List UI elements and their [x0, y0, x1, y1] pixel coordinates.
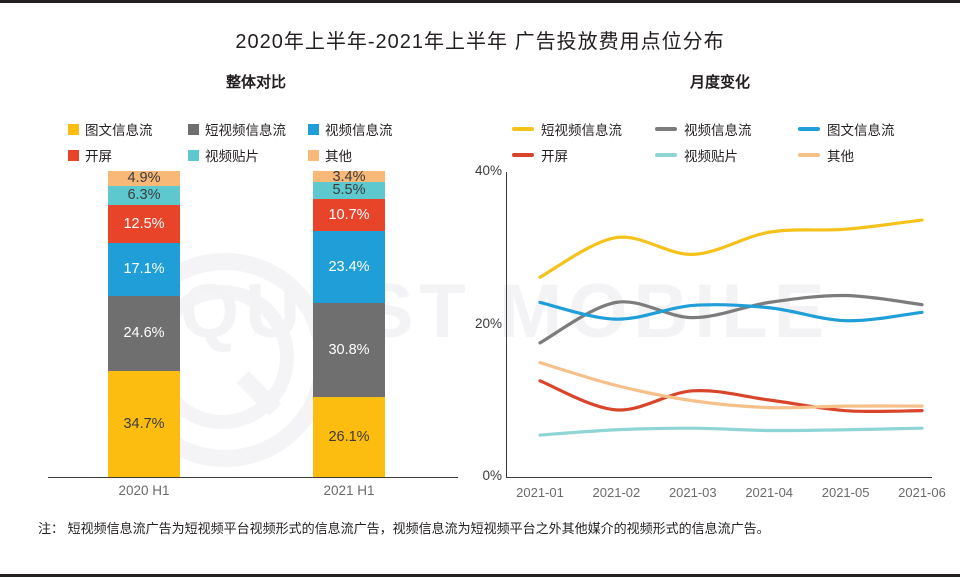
- stacked-bar-2021h1[interactable]: 3.4% 5.5% 10.7% 23.4% 30.8% 26.1%: [313, 169, 385, 477]
- bar-segment-value: 24.6%: [123, 325, 165, 342]
- line-chart-plot: [538, 218, 924, 437]
- legend-swatch-icon: [68, 123, 79, 135]
- left-chart-subtitle: 整体对比: [225, 74, 286, 91]
- bar-segment-value: 30.8%: [328, 342, 370, 359]
- x-axis-tick-label: 2021-03: [668, 485, 717, 500]
- bar-segment[interactable]: 26.1%: [313, 397, 385, 477]
- legend-item-left-2[interactable]: 视频信息流: [308, 119, 428, 139]
- legend-label: 短视频信息流: [205, 123, 286, 138]
- page-title: 2020年上半年-2021年上半年 广告投放费用点位分布: [235, 31, 725, 53]
- legend-label: 视频贴片: [205, 149, 259, 164]
- footnote: 注： 短视频信息流广告为短视频平台视频形式的信息流广告，视频信息流为短视频平台之…: [38, 521, 770, 536]
- bar-segment-value: 34.7%: [123, 415, 165, 432]
- bar-segment[interactable]: 30.8%: [313, 302, 385, 398]
- legend-line-swatch-icon: [512, 127, 534, 131]
- line-series[interactable]: [538, 361, 924, 410]
- y-axis-tick-label: 40%: [474, 163, 502, 178]
- bar-segment[interactable]: 5.5%: [313, 181, 385, 199]
- x-axis-tick-label: 2021-02: [592, 485, 641, 500]
- stacked-bar-chart: 4.9% 6.3% 12.5% 17.1% 24.6% 34.7% 3.4% 5.5% 10.…: [48, 169, 458, 498]
- bar-segment-value: 6.3%: [127, 187, 161, 204]
- legend-label: 图文信息流: [85, 123, 153, 138]
- legend-label: 短视频信息流: [541, 123, 622, 138]
- bar-segment[interactable]: 6.3%: [108, 185, 180, 205]
- bar-segment-value: 23.4%: [328, 259, 370, 276]
- bar-segment-value: 26.1%: [328, 429, 370, 446]
- x-axis-tick-label: 2021-01: [516, 485, 564, 500]
- legend-item-right-1[interactable]: 视频信息流: [655, 119, 798, 139]
- line-chart-x-labels: 2021-01 2021-02 2021-03 2021-04 2021-05 2021-…: [506, 483, 946, 503]
- right-chart-subtitle: 月度变化: [689, 74, 750, 91]
- legend-swatch-icon: [308, 123, 319, 135]
- legend-item-right-0[interactable]: 短视频信息流: [512, 119, 655, 139]
- legend-item-left-4[interactable]: 视频贴片: [188, 145, 308, 165]
- bar-x-label: 2021 H1: [323, 483, 375, 498]
- x-axis-tick-label: 2021-06: [898, 485, 946, 500]
- legend-line-swatch-icon: [655, 127, 677, 131]
- y-axis-tick-label: 0%: [482, 468, 502, 483]
- line-chart-y-axis: [506, 172, 507, 478]
- bar-x-label: 2020 H1: [118, 483, 170, 498]
- line-series[interactable]: [538, 293, 924, 345]
- legend-swatch-icon: [188, 123, 199, 135]
- line-series[interactable]: [538, 300, 924, 323]
- legend-item-right-2[interactable]: 图文信息流: [798, 119, 941, 139]
- bar-segment[interactable]: 24.6%: [108, 295, 180, 371]
- legend-line-swatch-icon: [655, 153, 677, 157]
- bar-segment[interactable]: 10.7%: [313, 198, 385, 232]
- x-axis-tick-label: 2021-05: [821, 485, 870, 500]
- bar-segment[interactable]: 17.1%: [108, 243, 180, 296]
- bar-segment[interactable]: 23.4%: [313, 231, 385, 303]
- bar-segment-value: 4.9%: [127, 170, 161, 187]
- legend-label: 视频信息流: [684, 123, 752, 138]
- bar-segment-value: 10.7%: [328, 206, 370, 223]
- left-chart-legend: 图文信息流 短视频信息流 视频信息流开屏 视频贴片 其他: [68, 119, 428, 171]
- line-series[interactable]: [538, 379, 924, 414]
- legend-label: 其他: [325, 149, 352, 164]
- line-chart: 0% 20% 40% 2021-01 2021-02 2021-03 2021-04 202…: [470, 163, 946, 500]
- legend-label: 开屏: [85, 149, 112, 164]
- bar-segment-value: 12.5%: [123, 216, 165, 233]
- legend-line-swatch-icon: [798, 127, 820, 131]
- legend-swatch-icon: [188, 149, 199, 161]
- legend-item-right-5[interactable]: 其他: [798, 145, 941, 165]
- legend-item-left-0[interactable]: 图文信息流: [68, 119, 188, 139]
- bar-chart-x-labels: 2020 H1 2021 H1: [48, 483, 458, 503]
- legend-label: 其他: [827, 149, 854, 164]
- legend-swatch-icon: [68, 149, 79, 161]
- legend-item-left-3[interactable]: 开屏: [68, 145, 188, 165]
- bar-segment[interactable]: 3.4%: [313, 169, 385, 185]
- legend-item-right-4[interactable]: 视频贴片: [655, 145, 798, 165]
- bar-segment-value: 17.1%: [123, 261, 165, 278]
- bar-segment[interactable]: 12.5%: [108, 205, 180, 244]
- right-chart-legend: 短视频信息流 视频信息流 图文信息流开屏 视频贴片 其他: [512, 119, 942, 171]
- legend-item-left-1[interactable]: 短视频信息流: [188, 119, 308, 139]
- line-chart-x-axis: [506, 477, 932, 478]
- legend-label: 视频信息流: [325, 123, 393, 138]
- legend-label: 图文信息流: [827, 123, 895, 138]
- legend-item-left-5[interactable]: 其他: [308, 145, 428, 165]
- bar-segment-value: 5.5%: [332, 182, 366, 199]
- line-series[interactable]: [538, 426, 924, 437]
- line-series[interactable]: [538, 218, 924, 279]
- legend-line-swatch-icon: [512, 153, 534, 157]
- legend-line-swatch-icon: [798, 153, 820, 157]
- legend-item-right-3[interactable]: 开屏: [512, 145, 655, 165]
- bar-chart-baseline: [48, 477, 458, 478]
- y-axis-tick-label: 20%: [474, 315, 502, 331]
- bar-segment[interactable]: 4.9%: [108, 170, 180, 187]
- bar-segment-value: 3.4%: [332, 168, 366, 185]
- legend-label: 开屏: [541, 149, 568, 164]
- stacked-bar-2020h1[interactable]: 4.9% 6.3% 12.5% 17.1% 24.6% 34.7%: [108, 170, 180, 477]
- legend-swatch-icon: [308, 149, 319, 161]
- x-axis-tick-label: 2021-04: [745, 485, 794, 500]
- legend-label: 视频贴片: [684, 149, 738, 164]
- bar-segment[interactable]: 34.7%: [108, 370, 180, 477]
